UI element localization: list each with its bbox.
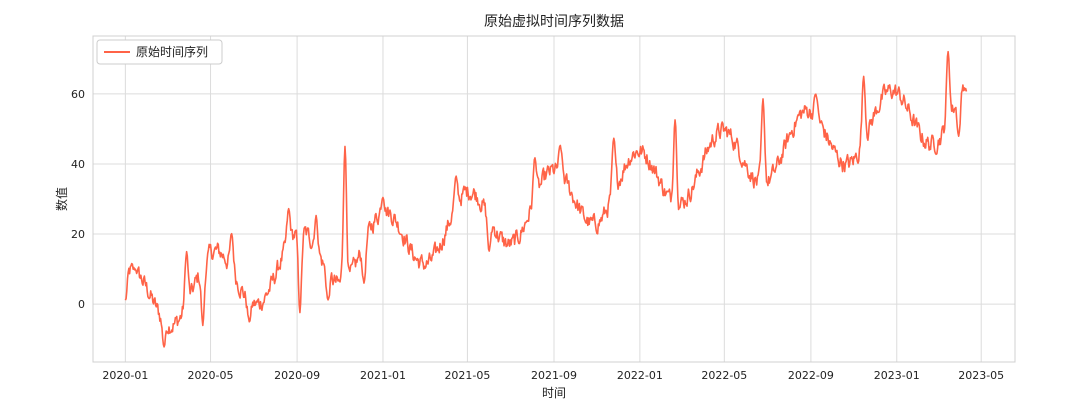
y-tick-label: 0 [78, 298, 85, 311]
x-tick-label: 2022-09 [788, 369, 834, 382]
x-tick-label: 2020-01 [102, 369, 148, 382]
legend-label: 原始时间序列 [136, 44, 208, 59]
legend-box [96, 39, 223, 65]
x-tick-label: 2020-05 [188, 369, 234, 382]
y-tick-label: 60 [71, 88, 85, 101]
x-tick-label: 2022-05 [701, 369, 747, 382]
x-tick-label: 2020-09 [274, 369, 320, 382]
x-tick-label: 2021-01 [360, 369, 406, 382]
chart-title: 原始虚拟时间序列数据 [484, 14, 624, 30]
x-axis-label: 时间 [542, 386, 566, 400]
grid [93, 36, 1015, 362]
y-tick-label: 20 [71, 228, 85, 241]
x-tick-label: 2021-05 [444, 369, 490, 382]
x-tick-label: 2021-09 [531, 369, 577, 382]
series-layer [124, 50, 968, 348]
x-tick-label: 2023-05 [958, 369, 1004, 382]
legend: 原始时间序列 [96, 39, 223, 65]
series-line-原始时间序列 [124, 50, 968, 348]
y-axis-label: 数值 [54, 187, 69, 211]
y-tick-labels: 0 20 40 60 [71, 88, 85, 311]
x-tick-label: 2022-01 [617, 369, 663, 382]
x-tick-labels: 2020-01 2020-05 2020-09 2021-01 2021-05 2021-… [102, 369, 1004, 382]
x-tick-label: 2023-01 [874, 369, 920, 382]
plot-area-frame [92, 35, 1016, 363]
y-tick-label: 40 [71, 158, 85, 171]
